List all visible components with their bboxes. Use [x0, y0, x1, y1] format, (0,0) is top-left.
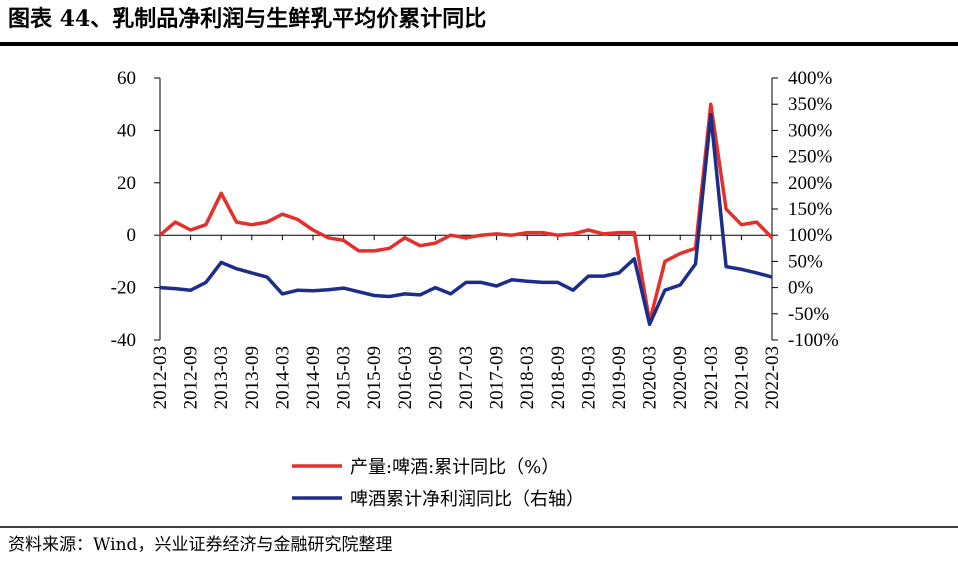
y2-tick-label: 400% [788, 68, 833, 89]
x-tick-label: 2012-03 [150, 346, 171, 409]
y2-tick-label: 0% [788, 278, 814, 299]
x-tick-label: 2015-09 [364, 346, 385, 409]
y2-tick-label: -100% [788, 330, 839, 351]
x-tick-label: 2014-09 [303, 346, 324, 409]
x-tick-label: 2017-09 [487, 346, 508, 409]
x-tick-label: 2018-03 [517, 346, 538, 409]
y-tick-label: -40 [111, 330, 136, 351]
y-tick-label: 20 [117, 173, 136, 194]
x-tick-label: 2021-09 [731, 346, 752, 409]
source: 资料来源：Wind，兴业证券经济与金融研究院整理 [8, 535, 392, 555]
x-tick-label: 2019-09 [609, 346, 630, 409]
x-tick-label: 2018-09 [548, 346, 569, 409]
x-tick-label: 2013-03 [211, 346, 232, 409]
y2-tick-label: 350% [788, 94, 833, 115]
y2-tick-label: -50% [788, 304, 829, 325]
chart-title: 图表 44、乳制品净利润与生鲜乳平均价累计同比 [8, 6, 486, 32]
x-tick-label: 2022-03 [762, 346, 783, 409]
x-tick-label: 2016-03 [395, 346, 416, 409]
y2-tick-label: 300% [788, 120, 833, 141]
y-tick-label: 40 [117, 120, 136, 141]
x-tick-label: 2020-09 [670, 346, 691, 409]
y2-tick-label: 200% [788, 173, 833, 194]
series-line [159, 112, 773, 327]
y-tick-label: 60 [117, 68, 136, 89]
title-rule [0, 42, 958, 46]
x-tick-label: 2015-03 [334, 346, 355, 409]
y2-tick-label: 100% [788, 225, 833, 246]
legend-label: 啤酒累计净利润同比（右轴） [350, 489, 584, 510]
x-tick-label: 2013-09 [242, 346, 263, 409]
series-line [158, 102, 774, 324]
y2-tick-label: 50% [788, 251, 823, 272]
x-tick-label: 2014-03 [272, 346, 293, 409]
y-tick-label: -20 [111, 278, 136, 299]
x-tick-label: 2019-03 [578, 346, 599, 409]
x-tick-label: 2020-03 [640, 346, 661, 409]
x-tick-label: 2017-03 [456, 346, 477, 409]
x-tick-label: 2012-09 [181, 346, 202, 409]
y-tick-label: 0 [127, 225, 137, 246]
y2-tick-label: 150% [788, 199, 833, 220]
legend-label: 产量:啤酒:累计同比（%） [350, 457, 559, 478]
x-tick-label: 2021-03 [701, 346, 722, 409]
x-tick-label: 2016-09 [425, 346, 446, 409]
y2-tick-label: 250% [788, 147, 833, 168]
